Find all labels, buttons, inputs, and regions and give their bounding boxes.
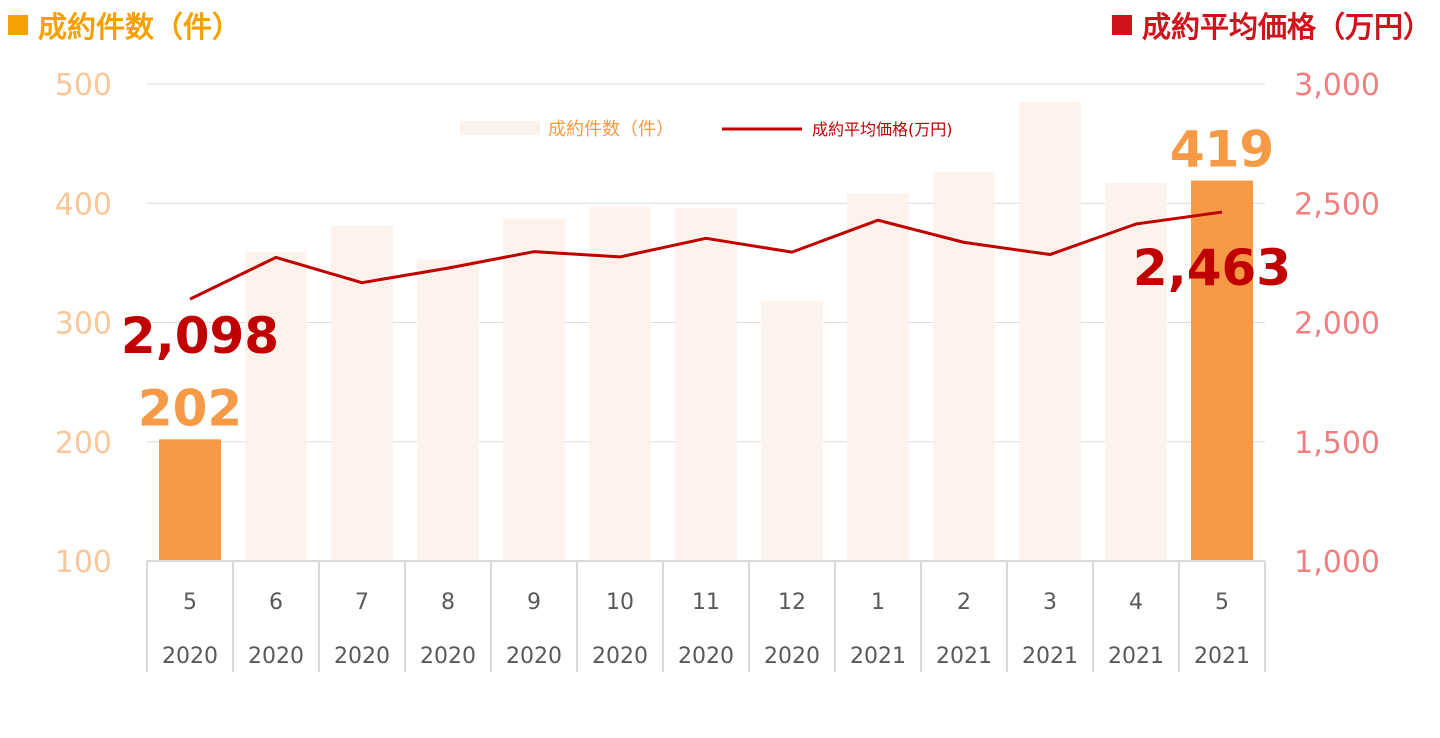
x-tick-label-month: 10 <box>606 590 634 615</box>
bar <box>503 218 565 561</box>
x-tick-label-month: 4 <box>1129 590 1143 615</box>
bar <box>1019 101 1081 561</box>
bar-data-label-last: 419 <box>1170 121 1274 179</box>
x-tick-label-month: 2 <box>957 590 971 615</box>
x-tick-label-year: 2020 <box>248 644 304 669</box>
bar <box>675 208 737 561</box>
y-right-tick-label: 3,000 <box>1294 68 1380 103</box>
x-tick-label-month: 6 <box>269 590 283 615</box>
y-left-tick-label: 200 <box>55 426 112 461</box>
legend-label-bars: 成約件数（件） <box>548 119 674 140</box>
x-tick-label-month: 11 <box>692 590 720 615</box>
bar <box>589 206 651 561</box>
left-axis-marker-icon <box>8 15 28 35</box>
right-axis-title-text: 成約平均価格（万円） <box>1141 10 1432 44</box>
x-tick-label-year: 2020 <box>592 644 648 669</box>
y-right-tick-label: 1,000 <box>1294 545 1380 580</box>
left-axis-title-text: 成約件数（件） <box>38 10 242 44</box>
x-tick-label-month: 1 <box>871 590 885 615</box>
left-axis-title: 成約件数（件） <box>8 4 241 46</box>
x-tick-label-year: 2020 <box>162 644 218 669</box>
bar <box>417 259 479 561</box>
right-axis-title: 成約平均価格（万円） <box>1111 4 1432 46</box>
x-tick-label-year: 2020 <box>764 644 820 669</box>
x-tick-label-month: 5 <box>183 590 197 615</box>
y-left-tick-label: 400 <box>55 187 112 222</box>
x-tick-label-year: 2021 <box>1108 644 1164 669</box>
x-tick-label-year: 2021 <box>1022 644 1078 669</box>
price-line <box>189 210 1223 301</box>
x-tick-label-year: 2021 <box>936 644 992 669</box>
x-tick-label-month: 12 <box>778 590 806 615</box>
x-tick-label-year: 2021 <box>1194 644 1250 669</box>
y-right-tick-label: 2,500 <box>1294 187 1380 222</box>
x-tick-label-year: 2020 <box>420 644 476 669</box>
bar-data-label-first: 202 <box>138 379 242 437</box>
y-left-tick-label: 500 <box>55 68 112 103</box>
bar <box>1105 182 1167 562</box>
bar <box>761 301 823 561</box>
y-right-tick-label: 1,500 <box>1294 426 1380 461</box>
bar <box>847 193 909 561</box>
bar <box>245 252 307 561</box>
bar <box>159 439 221 561</box>
y-right-tick-label: 2,000 <box>1294 307 1380 342</box>
bar <box>933 172 995 561</box>
legend-swatch-bars <box>460 121 540 135</box>
y-left-tick-label: 100 <box>55 545 112 580</box>
bar <box>1191 180 1253 561</box>
line-data-label-last: 2,463 <box>1133 239 1291 297</box>
x-tick-label-year: 2021 <box>850 644 906 669</box>
legend-label-line: 成約平均価格(万円) <box>812 120 953 139</box>
x-tick-label-month: 9 <box>527 590 541 615</box>
x-tick-label-month: 5 <box>1215 590 1229 615</box>
x-tick-label-month: 7 <box>355 590 369 615</box>
right-axis-marker-icon <box>1111 15 1132 35</box>
x-tick-label-month: 8 <box>441 590 455 615</box>
x-tick-label-year: 2020 <box>506 644 562 669</box>
x-tick-label-month: 3 <box>1043 590 1057 615</box>
line-data-label-first: 2,098 <box>121 307 279 365</box>
y-left-tick-label: 300 <box>55 307 112 342</box>
x-tick-label-year: 2020 <box>334 644 390 669</box>
x-tick-label-year: 2020 <box>678 644 734 669</box>
